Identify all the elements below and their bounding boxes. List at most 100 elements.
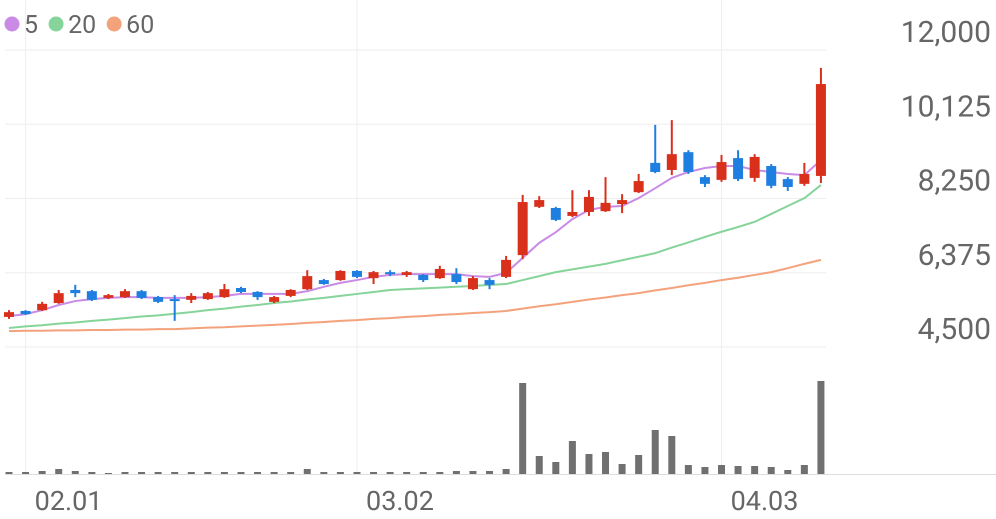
candle-body: [683, 152, 694, 172]
x-tick-label: 03.02: [366, 485, 434, 517]
y-tick-label: 8,250: [918, 164, 991, 199]
volume-bar: [635, 455, 643, 474]
candle-body: [186, 295, 197, 300]
x-tick-label: 02.01: [35, 485, 103, 517]
candle-body: [20, 310, 31, 315]
ma-line: [8, 184, 822, 329]
candle-body: [169, 299, 180, 302]
candle-body: [252, 291, 263, 298]
volume-bar: [370, 472, 378, 474]
volume-bar: [254, 472, 262, 474]
candle-body: [633, 181, 644, 193]
volume-bar: [552, 462, 560, 474]
legend-marker: [4, 16, 20, 32]
x-tick-label: 04.03: [731, 485, 799, 517]
volume-bar: [568, 441, 576, 474]
volume-bar: [403, 472, 411, 474]
candle-body: [418, 274, 429, 281]
volume-bar: [535, 456, 543, 474]
volume-bar: [204, 472, 212, 474]
legend-label: 60: [126, 11, 154, 40]
y-tick-label: 4,500: [918, 312, 991, 347]
legend-marker: [48, 16, 64, 32]
volume-bar: [602, 452, 610, 474]
candle-body: [534, 200, 545, 207]
volume-bar: [502, 469, 510, 474]
candle-body: [699, 177, 710, 184]
candle-body: [716, 162, 727, 180]
candle-body: [302, 276, 313, 290]
ma-line: [8, 258, 822, 333]
candle-body: [617, 200, 628, 205]
candle-body: [733, 158, 744, 180]
candle-body: [517, 202, 528, 256]
volume-bar: [220, 472, 228, 474]
candle-body: [451, 274, 462, 283]
candle-body: [782, 179, 793, 188]
candle-body: [666, 154, 677, 170]
legend-marker: [106, 16, 122, 32]
candle-body: [550, 208, 561, 220]
volume-bar: [270, 472, 278, 474]
volume-bar: [187, 472, 195, 474]
volume-bar: [585, 454, 593, 474]
volume-bar: [55, 469, 63, 474]
volume-bar: [668, 436, 676, 474]
volume-bar: [104, 473, 112, 474]
candle-body: [153, 297, 164, 302]
volume-bar: [767, 467, 775, 474]
volume-bar: [751, 466, 759, 474]
candle-body: [285, 289, 296, 296]
candle-body: [37, 303, 48, 311]
volume-bar: [651, 430, 659, 474]
volume-bar: [386, 472, 394, 474]
volume-bar: [419, 472, 427, 474]
volume-bar: [320, 472, 328, 474]
volume-bar: [469, 471, 477, 474]
candle-body: [501, 259, 512, 277]
y-tick-label: 6,375: [918, 238, 991, 273]
candle-body: [86, 291, 97, 300]
candle-body: [235, 287, 246, 292]
y-tick-label: 12,000: [901, 15, 991, 50]
volume-bar: [71, 471, 79, 474]
candle-body: [434, 268, 445, 279]
candle-body: [70, 289, 81, 294]
volume-bar: [5, 472, 13, 474]
volume-bar: [452, 471, 460, 474]
volume-bar: [436, 472, 444, 474]
candle-body: [269, 297, 280, 302]
candle-body: [202, 293, 213, 300]
y-tick-label: 10,125: [901, 89, 991, 124]
candle-body: [318, 280, 329, 285]
volume-bar: [353, 472, 361, 474]
candle-body: [119, 291, 130, 298]
candle-body: [385, 272, 396, 275]
candle-body: [650, 162, 661, 172]
volume-bar: [88, 472, 96, 474]
candle-body: [567, 211, 578, 216]
volume-bar: [121, 472, 129, 474]
volume-bar: [38, 471, 46, 474]
candle-body: [368, 272, 379, 279]
candle-body: [335, 270, 346, 281]
volume-bar: [138, 472, 146, 474]
volume-bar: [718, 465, 726, 474]
volume-bar: [336, 472, 344, 474]
candle-body: [815, 84, 826, 176]
candle-body: [4, 312, 14, 317]
candle-body: [219, 289, 230, 298]
candle-body: [600, 202, 611, 212]
volume-bar: [237, 472, 245, 474]
volume-bar: [817, 381, 825, 474]
candle-body: [351, 270, 362, 277]
candle-body: [749, 156, 760, 178]
volume-bar: [287, 472, 295, 474]
candle-body: [799, 173, 810, 184]
candle-body: [484, 280, 495, 285]
volume-bar: [618, 464, 626, 474]
candle-body: [401, 272, 412, 275]
candle-body: [583, 196, 594, 212]
candle-body: [467, 278, 478, 290]
